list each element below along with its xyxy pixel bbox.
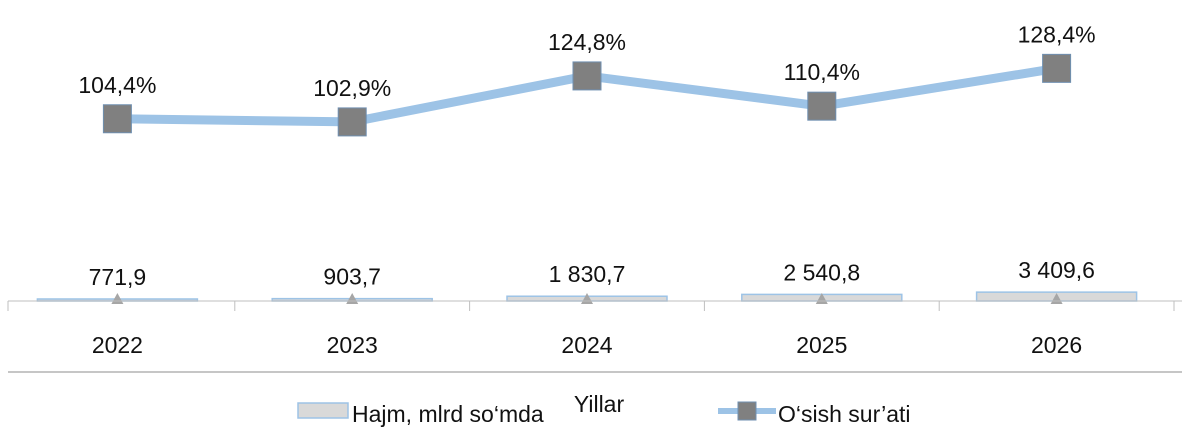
line-value-label: 110,4% [784,59,860,85]
line-layer: 104,4% 102,9% 124,8% 110,4% 128,4% [78,21,1096,137]
line-point-2023 [337,107,367,137]
x-axis-title: Yillar [574,391,625,417]
x-tick-label: 2023 [327,332,378,358]
legend: Hajm, mlrd so‘mda O‘sish sur’ati [297,401,911,427]
x-tick-label: 2024 [561,332,612,358]
line-value-label: 128,4% [1018,21,1096,47]
bar-value-label: 3 409,6 [1018,257,1095,283]
bar-value-label: 903,7 [323,264,381,290]
line-point-2025 [807,91,837,121]
line-value-label: 104,4% [78,72,156,98]
bar-value-label: 2 540,8 [783,259,860,285]
line-point-2026 [1042,53,1072,83]
x-tick-label: 2025 [796,332,847,358]
bar-value-label: 1 830,7 [549,261,626,287]
line-value-label: 102,9% [313,75,391,101]
line-point-2024 [572,61,602,91]
x-tick-label: 2026 [1031,332,1082,358]
legend-line-label: O‘sish sur’ati [778,401,911,427]
bars-layer: 771,9 903,7 1 830,7 2 540,8 3 409,6 [36,257,1138,304]
x-ticks: 2022 2023 2024 2025 2026 [7,301,1175,358]
line-point-2022 [102,104,132,134]
line-value-label: 124,8% [548,29,626,55]
legend-line-marker [737,401,757,421]
x-tick-label: 2022 [92,332,143,358]
bar-value-label: 771,9 [89,264,147,290]
legend-bar-swatch [297,402,349,419]
legend-bar-label: Hajm, mlrd so‘mda [352,401,544,427]
